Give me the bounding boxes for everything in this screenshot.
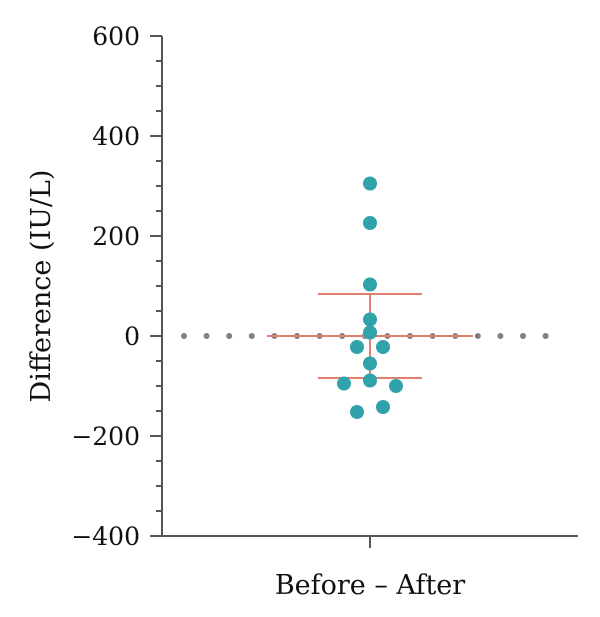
data-point <box>363 373 377 388</box>
data-point <box>350 405 364 419</box>
y-axis-label: Difference (IU/L) <box>26 170 57 403</box>
y-tick-label: 200 <box>92 222 140 251</box>
data-points <box>337 176 403 419</box>
data-point <box>363 356 377 371</box>
y-axis-ticks <box>150 35 162 537</box>
data-point <box>363 216 377 230</box>
y-tick-label: −400 <box>71 522 140 551</box>
y-tick-label: 400 <box>92 122 140 151</box>
data-point <box>350 340 364 354</box>
data-point <box>376 340 390 354</box>
data-point <box>363 277 377 292</box>
data-point <box>363 312 377 327</box>
data-point <box>363 325 377 340</box>
y-axis: 600 400 200 0 −200 −400 <box>71 22 163 551</box>
y-tick-label: 0 <box>124 322 140 351</box>
y-axis-tick-labels: 600 400 200 0 −200 −400 <box>71 22 140 551</box>
x-axis <box>162 535 578 548</box>
data-point <box>337 376 351 391</box>
data-point <box>389 379 403 393</box>
data-point <box>363 176 377 191</box>
data-point <box>376 400 390 414</box>
x-axis-label: Before – After <box>275 570 465 601</box>
y-tick-label: 600 <box>92 22 140 51</box>
y-tick-label: −200 <box>71 422 140 451</box>
